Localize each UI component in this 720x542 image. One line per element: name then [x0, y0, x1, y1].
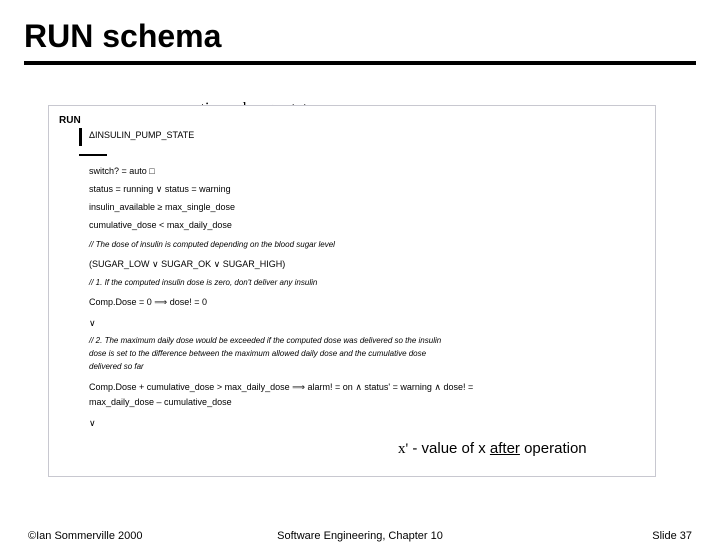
- schema-comment3a: // 2. The maximum daily dose would be ex…: [89, 336, 441, 345]
- schema-line-compdose-max: Comp.Dose + cumulative_dose > max_daily_…: [89, 382, 473, 393]
- schema-line-status: status = running ∨ status = warning: [89, 184, 231, 195]
- page-title: RUN schema: [24, 18, 720, 55]
- footer-right: Slide 37: [652, 530, 692, 542]
- text: - value of x: [408, 440, 490, 457]
- text: SUGAR_HIGH): [220, 259, 285, 269]
- footer-center: Software Engineering, Chapter 10: [0, 530, 720, 542]
- text: dose! =: [441, 382, 473, 392]
- schema-run-label: RUN: [59, 115, 81, 126]
- text: max_daily_dose: [164, 220, 232, 230]
- schema-line-insulin: insulin_available ≥ max_single_dose: [89, 202, 235, 212]
- schema-comment2: // 1. If the computed insulin dose is ze…: [89, 278, 317, 287]
- text: status = warning: [162, 184, 230, 194]
- text: (SUGAR_LOW: [89, 259, 152, 269]
- text: after: [490, 440, 520, 457]
- schema-vee2: ∨: [89, 418, 96, 429]
- schema-line-maxdaily: max_daily_dose – cumulative_dose: [89, 397, 232, 407]
- text: cumulative_dose: [89, 220, 159, 230]
- text: insulin_available: [89, 202, 158, 212]
- schema-line-cumdose: cumulative_dose < max_daily_dose: [89, 220, 232, 230]
- schema-box: RUN ΔINSULIN_PUMP_STATE switch? = auto □…: [48, 105, 656, 477]
- schema-vee1: ∨: [89, 318, 96, 329]
- text: status = running: [89, 184, 156, 194]
- text: alarm! = on: [305, 382, 355, 392]
- schema-line-switch: switch? = auto □: [89, 166, 155, 176]
- text: max_single_dose: [163, 202, 236, 212]
- title-underline: [24, 61, 696, 65]
- annotation-xprime: x' - value of x after operation: [398, 440, 587, 458]
- text: dose! = 0: [167, 297, 207, 307]
- text: Comp.Dose = 0: [89, 297, 154, 307]
- text: SUGAR_OK: [159, 259, 214, 269]
- schema-comment1: // The dose of insulin is computed depen…: [89, 240, 335, 249]
- text: x': [398, 441, 408, 457]
- schema-line-compdose0: Comp.Dose = 0 ⟹ dose! = 0: [89, 297, 207, 308]
- text: Comp.Dose + cumulative_dose > max_daily_…: [89, 382, 292, 392]
- text: operation: [520, 440, 587, 457]
- schema-delta: ΔINSULIN_PUMP_STATE: [89, 130, 194, 140]
- schema-vbar: [79, 128, 82, 146]
- text: status' = warning: [362, 382, 435, 392]
- schema-comment3c: delivered so far: [89, 362, 144, 371]
- schema-hrule: [79, 154, 107, 156]
- schema-comment3b: dose is set to the difference between th…: [89, 349, 426, 358]
- schema-line-sugar: (SUGAR_LOW ∨ SUGAR_OK ∨ SUGAR_HIGH): [89, 259, 285, 270]
